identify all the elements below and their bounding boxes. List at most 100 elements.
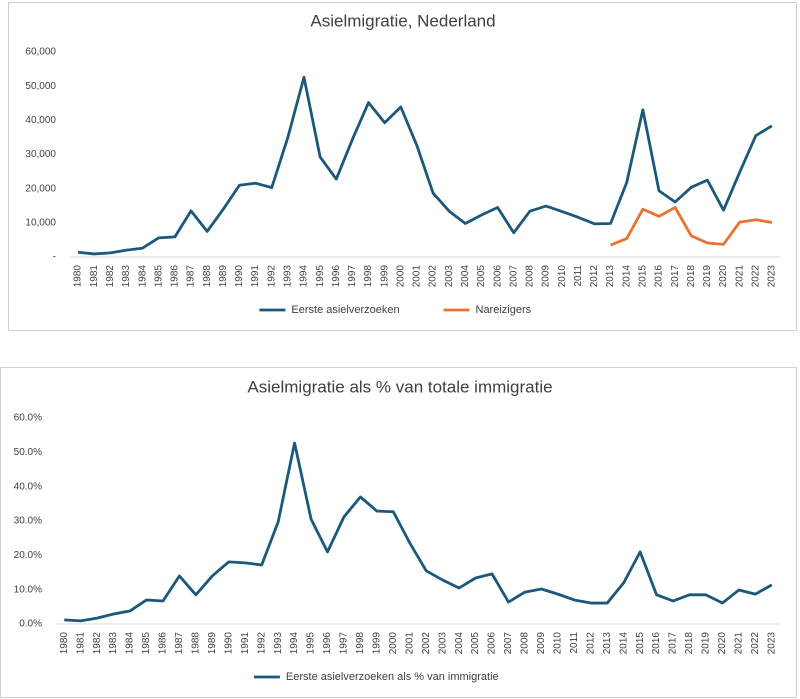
x-tick-label: 1988 xyxy=(202,265,213,288)
x-tick-label: 1991 xyxy=(250,265,261,288)
x-tick-label: 1981 xyxy=(89,265,100,288)
x-tick-label: 1986 xyxy=(158,632,169,655)
x-tick-label: 2008 xyxy=(520,632,531,655)
x-tick-label: 1987 xyxy=(186,265,197,288)
x-tick-label: 2002 xyxy=(428,265,439,288)
x-tick-label: 1999 xyxy=(379,265,390,288)
x-tick-label: 2009 xyxy=(536,632,547,655)
x-tick-label: 2019 xyxy=(702,265,713,288)
x-tick-label: 2022 xyxy=(750,265,761,288)
x-tick-label: 1980 xyxy=(59,632,70,655)
y-tick-label: - xyxy=(53,252,56,263)
x-tick-label: 1988 xyxy=(191,632,202,655)
x-tick-label: 1981 xyxy=(75,632,86,655)
y-tick-label: 50.0% xyxy=(14,447,42,458)
x-tick-label: 1996 xyxy=(331,265,342,288)
x-tick-label: 1983 xyxy=(108,632,119,655)
x-tick-label: 1998 xyxy=(363,265,374,288)
legend-label: Eerste asielverzoeken als % van immigrat… xyxy=(286,671,499,683)
chart-title: Asielmigratie, Nederland xyxy=(310,11,495,30)
x-tick-label: 2018 xyxy=(684,632,695,655)
x-tick-label: 2005 xyxy=(476,265,487,288)
x-tick-label: 2014 xyxy=(618,632,629,655)
legend-label: Eerste asielverzoeken xyxy=(291,304,399,316)
x-tick-label: 1983 xyxy=(121,265,132,288)
x-tick-label: 1995 xyxy=(315,265,326,288)
x-tick-label: 2000 xyxy=(395,265,406,288)
x-tick-label: 2012 xyxy=(585,632,596,655)
x-tick-label: 2023 xyxy=(767,265,778,288)
y-tick-label: 30,000 xyxy=(25,149,56,160)
y-tick-label: 40,000 xyxy=(25,115,56,126)
x-tick-label: 1985 xyxy=(141,632,152,655)
x-tick-label: 2002 xyxy=(421,632,432,655)
x-tick-label: 2019 xyxy=(701,632,712,655)
x-tick-label: 1984 xyxy=(137,265,148,288)
x-tick-label: 2016 xyxy=(651,632,662,655)
x-tick-label: 1992 xyxy=(266,265,277,288)
x-tick-label: 2005 xyxy=(470,632,481,655)
x-tick-label: 2007 xyxy=(508,265,519,288)
y-tick-label: 20,000 xyxy=(25,183,56,194)
y-tick-label: 10,000 xyxy=(25,217,56,228)
chart-title: Asielmigratie als % van totale immigrati… xyxy=(247,377,552,396)
y-tick-label: 20.0% xyxy=(14,550,42,561)
x-tick-label: 1989 xyxy=(218,265,229,288)
x-tick-label: 2023 xyxy=(766,632,777,655)
x-tick-label: 2007 xyxy=(503,632,514,655)
x-tick-label: 2015 xyxy=(637,265,648,288)
x-tick-label: 2006 xyxy=(492,265,503,288)
y-tick-label: 60,000 xyxy=(25,47,56,58)
x-tick-label: 1980 xyxy=(73,265,84,288)
x-tick-label: 1990 xyxy=(223,632,234,655)
x-tick-label: 1985 xyxy=(153,265,164,288)
y-tick-label: 60.0% xyxy=(14,413,42,424)
x-tick-label: 2001 xyxy=(412,265,423,288)
y-tick-label: 40.0% xyxy=(14,481,42,492)
x-tick-label: 2013 xyxy=(602,632,613,655)
series-line xyxy=(77,75,773,256)
x-tick-label: 1991 xyxy=(240,632,251,655)
x-tick-label: 1994 xyxy=(289,632,300,655)
x-tick-label: 1982 xyxy=(105,265,116,288)
chart-frame xyxy=(0,367,797,698)
x-tick-label: 2015 xyxy=(635,632,646,655)
series-line xyxy=(64,441,773,623)
x-tick-label: 2021 xyxy=(734,265,745,288)
x-tick-label: 2010 xyxy=(557,265,568,288)
x-tick-label: 2006 xyxy=(487,632,498,655)
x-tick-label: 1996 xyxy=(322,632,333,655)
x-tick-label: 2011 xyxy=(569,632,580,654)
x-tick-label: 2022 xyxy=(750,632,761,655)
x-tick-label: 2003 xyxy=(437,632,448,655)
x-tick-label: 2020 xyxy=(718,265,729,288)
x-tick-label: 1997 xyxy=(347,265,358,288)
x-tick-label: 1984 xyxy=(125,632,136,655)
x-tick-label: 1982 xyxy=(92,632,103,655)
x-tick-label: 2001 xyxy=(404,632,415,655)
x-tick-label: 1999 xyxy=(372,632,383,655)
x-tick-label: 2012 xyxy=(589,265,600,288)
x-tick-label: 1993 xyxy=(273,632,284,655)
x-tick-label: 1993 xyxy=(282,265,293,288)
x-tick-label: 1987 xyxy=(174,632,185,655)
x-tick-label: 2003 xyxy=(444,265,455,288)
x-tick-label: 2014 xyxy=(621,265,632,288)
x-tick-label: 2013 xyxy=(605,265,616,288)
x-tick-label: 1995 xyxy=(306,632,317,655)
y-tick-label: 50,000 xyxy=(25,81,56,92)
x-tick-label: 1994 xyxy=(299,265,310,288)
chart-frame xyxy=(8,2,797,331)
x-tick-label: 2004 xyxy=(460,265,471,288)
x-tick-label: 2010 xyxy=(553,632,564,655)
y-tick-label: 0.0% xyxy=(19,619,42,630)
x-tick-label: 2008 xyxy=(525,265,536,288)
x-tick-label: 1989 xyxy=(207,632,218,655)
x-tick-label: 2016 xyxy=(654,265,665,288)
x-tick-label: 2017 xyxy=(668,632,679,655)
x-tick-label: 1992 xyxy=(256,632,267,655)
y-tick-label: 10.0% xyxy=(14,584,42,595)
y-tick-label: 30.0% xyxy=(14,516,42,527)
x-tick-label: 2004 xyxy=(454,632,465,655)
